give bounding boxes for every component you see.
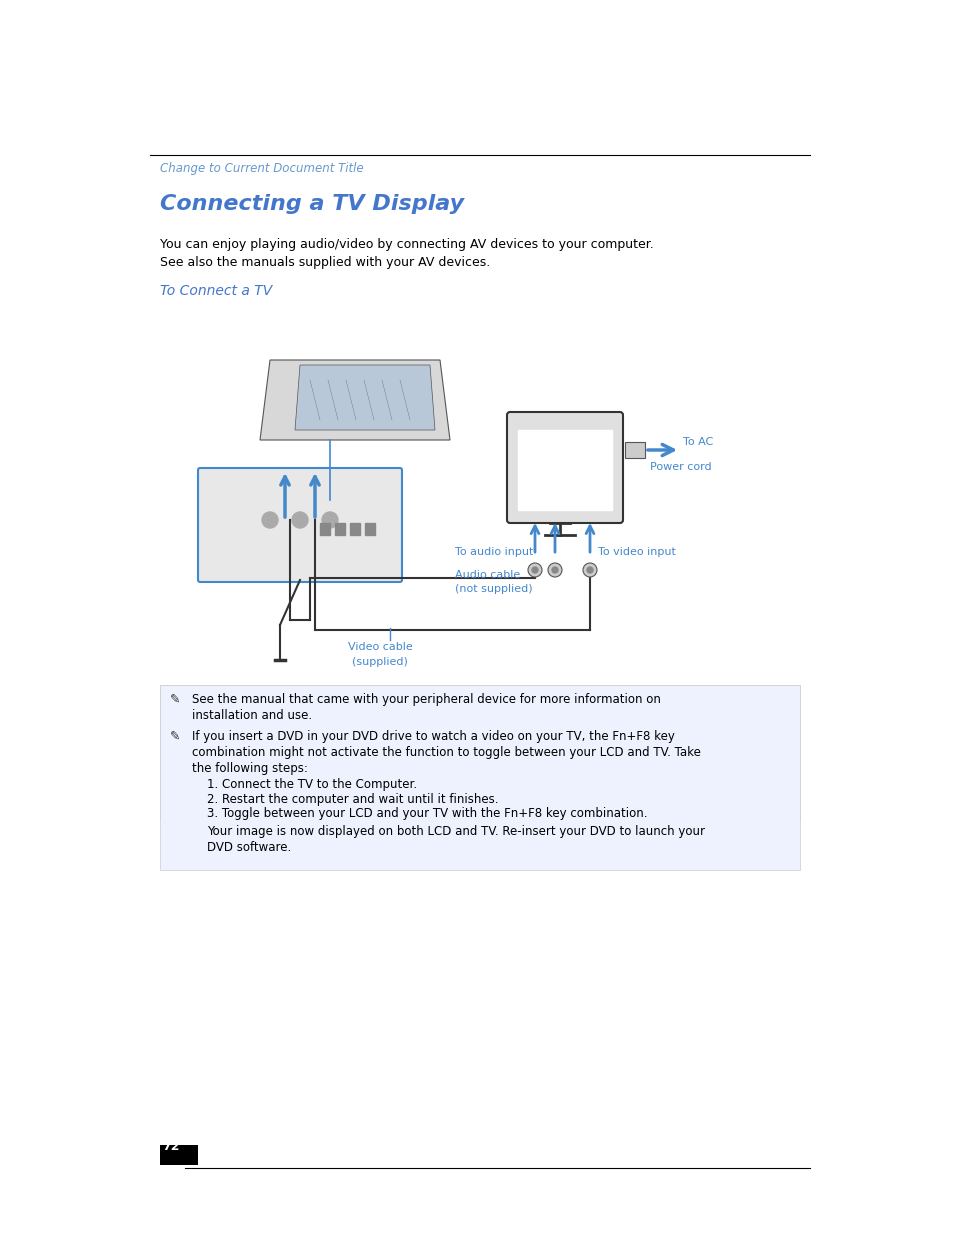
- FancyBboxPatch shape: [198, 468, 401, 582]
- Text: the following steps:: the following steps:: [192, 762, 308, 776]
- Text: See also the manuals supplied with your AV devices.: See also the manuals supplied with your …: [160, 256, 490, 269]
- Bar: [517, 430, 612, 510]
- Text: ✎: ✎: [170, 693, 180, 706]
- Text: Audio cable: Audio cable: [455, 571, 519, 580]
- Text: 1. Connect the TV to the Computer.: 1. Connect the TV to the Computer.: [207, 778, 416, 790]
- Text: DVD software.: DVD software.: [207, 841, 291, 853]
- Bar: [350, 522, 359, 535]
- Text: To audio input: To audio input: [455, 547, 533, 557]
- Text: To video input: To video input: [598, 547, 675, 557]
- Text: See the manual that came with your peripheral device for more information on: See the manual that came with your perip…: [192, 693, 660, 706]
- Polygon shape: [294, 366, 435, 430]
- Bar: [160, 1145, 198, 1165]
- Text: 72: 72: [162, 1140, 179, 1153]
- Bar: [160, 685, 800, 820]
- Circle shape: [322, 513, 337, 529]
- Polygon shape: [260, 359, 450, 440]
- Text: (supplied): (supplied): [352, 657, 408, 667]
- Text: installation and use.: installation and use.: [192, 709, 312, 722]
- Text: To AC: To AC: [682, 437, 713, 447]
- Circle shape: [586, 567, 593, 573]
- FancyBboxPatch shape: [506, 412, 622, 522]
- Bar: [160, 685, 800, 869]
- Text: To Connect a TV: To Connect a TV: [160, 284, 272, 298]
- Circle shape: [547, 563, 561, 577]
- Text: ✎: ✎: [170, 730, 180, 743]
- Text: 3. Toggle between your LCD and your TV with the Fn+F8 key combination.: 3. Toggle between your LCD and your TV w…: [207, 806, 647, 820]
- Text: Connecting a TV Display: Connecting a TV Display: [160, 194, 464, 214]
- Bar: [624, 442, 644, 458]
- Circle shape: [292, 513, 308, 529]
- Text: Video cable: Video cable: [347, 642, 412, 652]
- Circle shape: [552, 567, 558, 573]
- Circle shape: [527, 563, 541, 577]
- Bar: [319, 522, 330, 535]
- Text: You can enjoy playing audio/video by connecting AV devices to your computer.: You can enjoy playing audio/video by con…: [160, 238, 653, 251]
- Circle shape: [582, 563, 597, 577]
- Bar: [335, 522, 345, 535]
- Text: If you insert a DVD in your DVD drive to watch a video on your TV, the Fn+F8 key: If you insert a DVD in your DVD drive to…: [192, 730, 674, 743]
- Text: combination might not activate the function to toggle between your LCD and TV. T: combination might not activate the funct…: [192, 746, 700, 760]
- Text: Change to Current Document Title: Change to Current Document Title: [160, 162, 363, 175]
- Text: Power cord: Power cord: [649, 462, 711, 472]
- Circle shape: [262, 513, 277, 529]
- Circle shape: [532, 567, 537, 573]
- Text: Your image is now displayed on both LCD and TV. Re-insert your DVD to launch you: Your image is now displayed on both LCD …: [207, 825, 704, 839]
- Bar: [365, 522, 375, 535]
- Text: (not supplied): (not supplied): [455, 584, 532, 594]
- Text: 2. Restart the computer and wait until it finishes.: 2. Restart the computer and wait until i…: [207, 793, 498, 806]
